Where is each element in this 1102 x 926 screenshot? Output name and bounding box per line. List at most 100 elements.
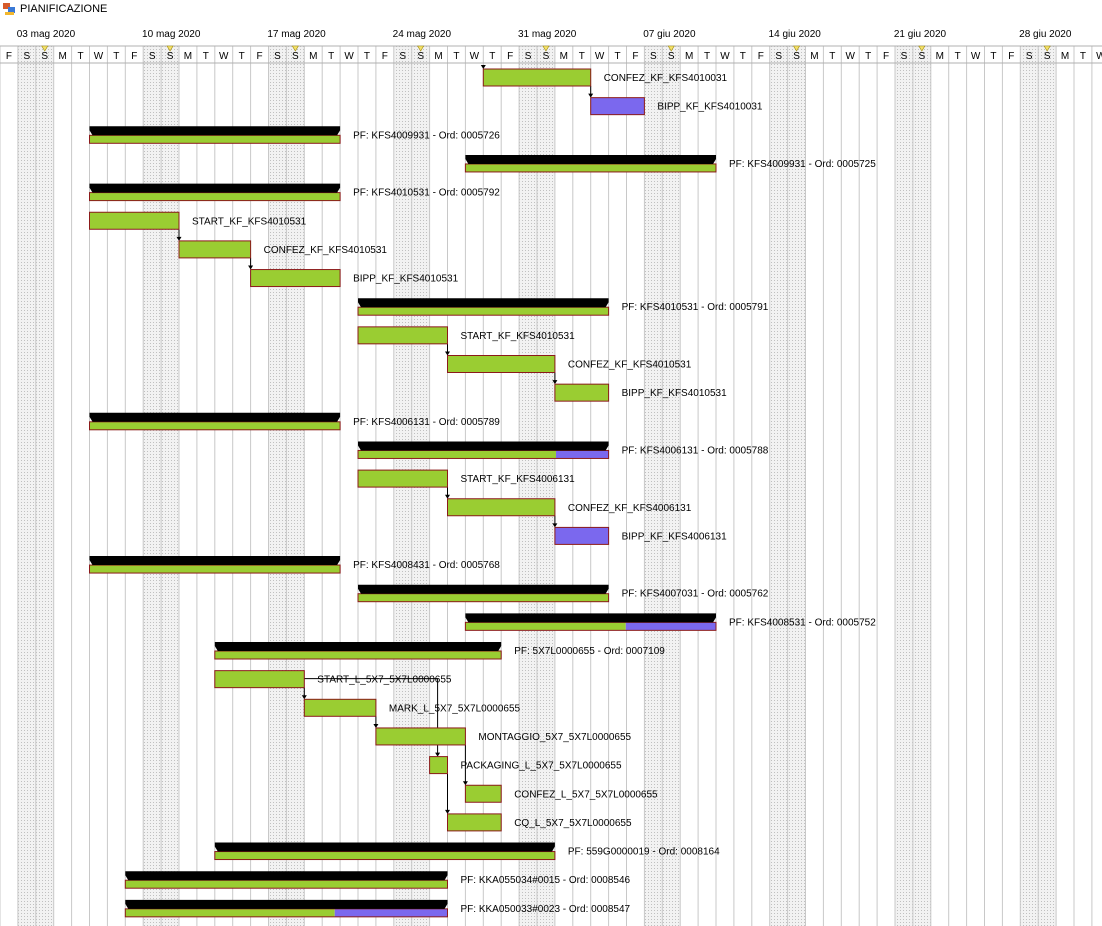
progress-fill [447,498,555,516]
task-bar[interactable]: START_KF_KFS4010531 [357,326,576,345]
task-bar[interactable]: START_KF_KFS4006131 [357,469,575,488]
bar-label: BIPP_KF_KFS4010531 [622,388,728,399]
summary-bar[interactable]: PF: KKA055034#0015 - Ord: 0008546 [124,871,631,889]
day-letter: T [77,51,83,62]
progress-fill [89,135,341,144]
day-letter: S [399,51,406,62]
task-bar[interactable]: MONTAGGIO_5X7_5X7L0000655 [375,727,632,746]
week-label: 28 giu 2020 [1019,29,1072,40]
day-letter: F [883,51,889,62]
progress-fill [483,69,591,86]
summary-bar[interactable]: PF: KKA050033#0023 - Ord: 0008547 [124,899,631,918]
task-bar[interactable]: CONFEZ_KF_KFS4010531 [178,240,387,259]
remaining-fill [555,450,609,459]
task-bar[interactable]: CONFEZ_L_5X7_5X7L0000655 [464,784,658,803]
summary-bar[interactable]: PF: KFS4010531 - Ord: 0005791 [357,298,769,316]
summary-bar[interactable]: PF: 5X7L0000655 - Ord: 0007109 [214,642,666,660]
bar-outline [357,469,448,488]
progress-fill [179,240,251,258]
day-letter: W [470,51,480,62]
summary-cap [89,412,341,422]
task-bar[interactable]: PACKAGING_L_5X7_5X7L0000655 [429,756,622,775]
progress-fill [429,756,448,774]
bar-outline [429,756,449,775]
day-letter: S [793,51,800,62]
summary-bar[interactable]: PF: KFS4009931 - Ord: 0005725 [464,154,876,173]
week-marker-icon [667,45,675,52]
bar-outline [357,326,448,345]
task-bar[interactable]: MARK_L_5X7_5X7L0000655 [303,698,521,717]
day-letter: M [560,51,568,62]
task-bar[interactable]: BIPP_KF_KFS4006131 [554,526,728,545]
dependency-arrow-icon [445,351,450,356]
task-bar[interactable]: CONFEZ_KF_KFS4010031 [482,68,728,87]
title-bar: PIANIFICAZIONE [0,0,1102,18]
task-bar[interactable]: CQ_L_5X7_5X7L0000655 [447,813,632,832]
day-letter: T [489,51,495,62]
bar-label: MONTAGGIO_5X7_5X7L0000655 [478,732,631,743]
weekend-column [1020,46,1039,926]
bar-outline [482,68,592,87]
week-label: 24 mag 2020 [393,29,452,40]
week-label: 07 giu 2020 [643,29,696,40]
week-label: 10 mag 2020 [142,29,201,40]
day-letter: T [704,51,710,62]
task-bar[interactable]: CONFEZ_KF_KFS4006131 [447,498,692,517]
progress-fill [358,470,448,488]
progress-fill [250,269,341,287]
bar-label: PF: KKA050033#0023 - Ord: 0008547 [461,904,631,915]
summary-bar[interactable]: PF: KFS4009931 - Ord: 0005726 [89,126,501,144]
progress-fill [89,192,341,201]
task-bar[interactable]: START_L_5X7_5X7L0000655 [214,670,452,689]
progress-fill [358,593,609,602]
bar-label: START_KF_KFS4010531 [192,216,307,227]
week-marker-icon [291,45,299,52]
day-letter: F [632,51,638,62]
day-letter: T [614,51,620,62]
summary-cap [125,899,448,909]
summary-bar[interactable]: PF: KFS4007031 - Ord: 0005762 [357,584,769,603]
summary-bar[interactable]: PF: KFS4008531 - Ord: 0005752 [464,613,876,631]
day-letter: S [24,51,31,62]
day-letter: S [919,51,926,62]
task-bar[interactable]: BIPP_KF_KFS4010531 [554,383,728,402]
day-letter: S [167,51,174,62]
task-bar[interactable]: CONFEZ_KF_KFS4010531 [447,355,692,373]
day-letter: S [543,51,550,62]
week-marker-icon [793,45,801,52]
weekend-column [769,46,788,926]
weekend-column [895,46,913,926]
task-bar[interactable]: BIPP_KF_KFS4010531 [250,269,459,288]
task-bar[interactable]: BIPP_KF_KFS4010031 [590,97,763,116]
bar-label: BIPP_KF_KFS4006131 [622,531,728,542]
task-bar[interactable]: START_KF_KFS4010531 [89,211,307,230]
day-letter: T [579,51,585,62]
summary-cap [465,613,716,623]
progress-fill [125,880,448,889]
progress-fill [214,670,305,688]
week-marker-icon [166,45,174,52]
day-letter: T [328,51,334,62]
remaining-fill [554,527,609,545]
day-letter: T [740,51,746,62]
bar-label: PF: KFS4006131 - Ord: 0005789 [353,417,500,428]
summary-bar[interactable]: PF: 559G0000019 - Ord: 0008164 [214,842,720,861]
day-letter: T [113,51,119,62]
progress-fill [358,307,609,316]
day-letter: S [650,51,657,62]
progress-fill [465,163,716,172]
summary-bar[interactable]: PF: KFS4008431 - Ord: 0005768 [89,556,501,574]
day-letter: S [417,51,424,62]
day-letter: S [292,51,299,62]
week-marker-icon [41,45,49,52]
bar-label: START_KF_KFS4010531 [461,331,576,342]
day-letter: W [846,51,856,62]
weekend-column [537,46,555,926]
summary-bar[interactable]: PF: KFS4006131 - Ord: 0005789 [89,412,501,431]
summary-bar[interactable]: PF: KFS4006131 - Ord: 0005788 [357,441,769,459]
dependency-arrow-icon [445,809,450,814]
summary-bar[interactable]: PF: KFS4010531 - Ord: 0005792 [89,183,501,202]
weekend-column [17,46,36,926]
